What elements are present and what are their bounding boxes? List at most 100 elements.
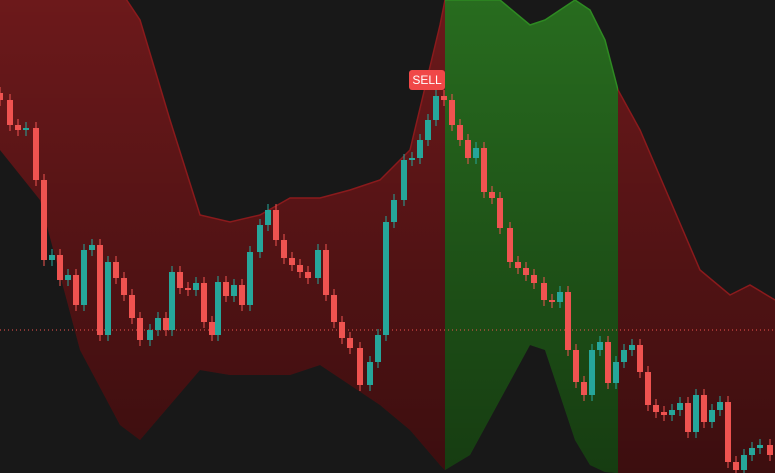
candle: [155, 312, 161, 336]
candle-body: [417, 140, 423, 158]
candle-body: [613, 362, 619, 383]
candle: [375, 329, 381, 368]
candle: [7, 94, 13, 131]
candle: [105, 256, 111, 341]
candle-body: [565, 292, 571, 350]
candle-body: [597, 342, 603, 350]
candle: [717, 396, 723, 416]
signal-label: SELL: [412, 73, 442, 87]
candle-body: [693, 395, 699, 432]
candle: [247, 246, 253, 311]
candle-body: [121, 278, 127, 295]
candle-body: [449, 100, 455, 125]
candle-body: [677, 403, 683, 410]
candle: [409, 152, 415, 166]
candle: [323, 244, 329, 301]
candle: [565, 286, 571, 356]
candle-body: [725, 402, 731, 462]
candle-body: [489, 192, 495, 198]
candle: [441, 90, 447, 106]
candle: [215, 276, 221, 341]
candle-body: [231, 285, 237, 296]
candle: [289, 252, 295, 271]
candle-body: [347, 338, 353, 348]
candle-body: [401, 160, 407, 200]
candle-body: [97, 245, 103, 335]
candle: [661, 406, 667, 421]
candle: [367, 356, 373, 391]
candle-body: [163, 318, 169, 330]
candle-body: [425, 120, 431, 140]
annotations: SELL: [409, 70, 445, 90]
candle: [347, 332, 353, 354]
candle: [523, 262, 529, 281]
candle-body: [645, 372, 651, 405]
candle-body: [223, 282, 229, 296]
candle-body: [557, 292, 563, 302]
candle-body: [717, 402, 723, 410]
candle-body: [549, 300, 555, 302]
candle: [401, 154, 407, 206]
candle: [273, 204, 279, 246]
candle: [23, 122, 29, 136]
candle: [677, 397, 683, 416]
candle: [457, 119, 463, 146]
candle-body: [169, 272, 175, 330]
candle: [645, 366, 651, 411]
candle-body: [247, 252, 253, 305]
candle-body: [289, 258, 295, 265]
candle-body: [441, 96, 447, 100]
candle-body: [215, 282, 221, 335]
candle: [305, 266, 311, 284]
candle-body: [89, 245, 95, 250]
candle-body: [669, 410, 675, 415]
candle-body: [0, 93, 3, 100]
candle: [515, 256, 521, 274]
candle-body: [155, 318, 161, 330]
candle: [383, 216, 389, 341]
candle-body: [105, 262, 111, 335]
candle: [417, 134, 423, 164]
candle: [573, 344, 579, 388]
candle: [49, 249, 55, 266]
candle-body: [331, 295, 337, 322]
candle-body: [497, 198, 503, 228]
candle-body: [23, 128, 29, 130]
candle: [15, 119, 21, 136]
candle-body: [209, 322, 215, 335]
candle-body: [637, 345, 643, 372]
candle: [481, 142, 487, 198]
candle: [489, 186, 495, 204]
candle-body: [81, 250, 87, 305]
candle: [425, 114, 431, 146]
candle-body: [757, 445, 763, 448]
candle: [193, 277, 199, 296]
candle: [41, 174, 47, 266]
candle-body: [409, 158, 415, 160]
candle: [621, 344, 627, 368]
candle: [767, 439, 773, 461]
candle: [629, 339, 635, 356]
candle-body: [7, 100, 13, 125]
candle: [497, 192, 503, 234]
candle: [749, 442, 755, 461]
candle-body: [137, 318, 143, 340]
candle: [297, 259, 303, 278]
candle: [185, 282, 191, 296]
candle-body: [749, 448, 755, 455]
candle-body: [193, 283, 199, 290]
candle-body: [177, 272, 183, 288]
candle-body: [653, 405, 659, 412]
candle: [541, 277, 547, 306]
candle: [357, 342, 363, 391]
candle: [97, 239, 103, 341]
candle-body: [367, 362, 373, 385]
candle: [257, 219, 263, 258]
candles: [0, 87, 773, 473]
candle-body: [573, 350, 579, 382]
candle: [73, 269, 79, 311]
candle: [121, 272, 127, 301]
